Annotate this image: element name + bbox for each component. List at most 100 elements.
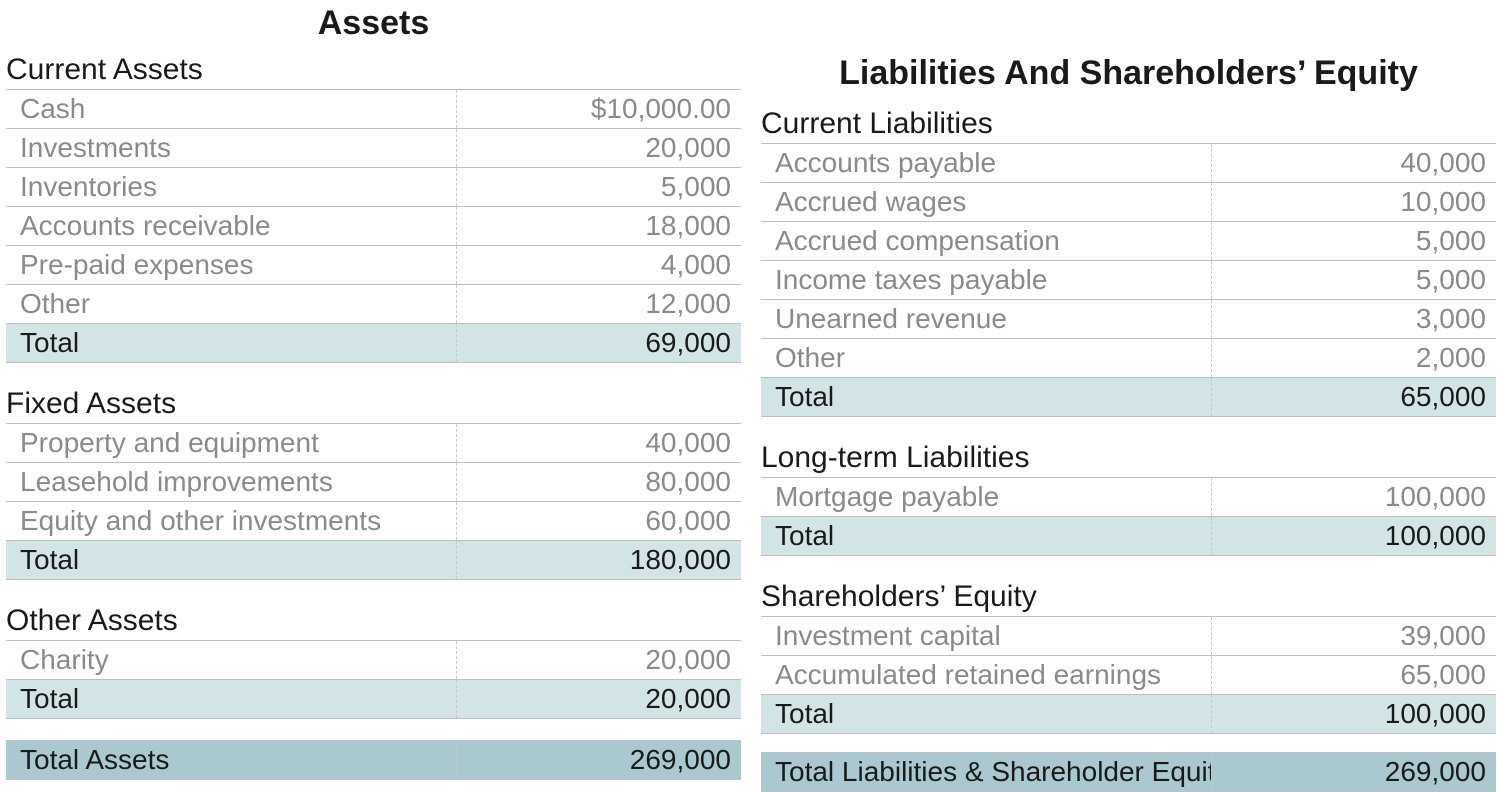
row-value: 65,000 <box>1211 656 1496 695</box>
table-row: Leasehold improvements 80,000 <box>6 463 741 502</box>
table-row: Accounts receivable 18,000 <box>6 207 741 246</box>
subtotal-value: 69,000 <box>456 324 741 363</box>
longterm-liabilities-heading: Long-term Liabilities <box>761 435 1496 477</box>
assets-title: Assets <box>6 0 741 51</box>
row-label: Cash <box>6 90 456 129</box>
other-assets-table: Charity 20,000 Total 20,000 <box>6 640 741 719</box>
row-label: Income taxes payable <box>761 261 1211 300</box>
table-row: Accumulated retained earnings 65,000 <box>761 656 1496 695</box>
assets-column: Assets Current Assets Cash $10,000.00 In… <box>6 0 741 780</box>
total-liabilities-table: Total Liabilities & Shareholder Equity 2… <box>761 752 1496 792</box>
subtotal-row: Total 100,000 <box>761 517 1496 556</box>
current-liabilities-heading: Current Liabilities <box>761 101 1496 143</box>
fixed-assets-section: Fixed Assets Property and equipment 40,0… <box>6 381 741 580</box>
row-label: Pre-paid expenses <box>6 246 456 285</box>
subtotal-label: Total <box>761 695 1211 734</box>
row-value: $10,000.00 <box>456 90 741 129</box>
subtotal-value: 180,000 <box>456 541 741 580</box>
grand-total-row: Total Assets 269,000 <box>6 741 741 780</box>
row-label: Accumulated retained earnings <box>761 656 1211 695</box>
row-value: 12,000 <box>456 285 741 324</box>
row-value: 40,000 <box>456 424 741 463</box>
row-value: 80,000 <box>456 463 741 502</box>
grand-total-value: 269,000 <box>1211 753 1496 792</box>
row-value: 3,000 <box>1211 300 1496 339</box>
row-label: Other <box>761 339 1211 378</box>
current-liabilities-section: Current Liabilities Accounts payable 40,… <box>761 101 1496 417</box>
other-assets-heading: Other Assets <box>6 598 741 640</box>
row-label: Charity <box>6 641 456 680</box>
row-label: Mortgage payable <box>761 478 1211 517</box>
subtotal-label: Total <box>761 378 1211 417</box>
row-value: 20,000 <box>456 641 741 680</box>
current-liabilities-table: Accounts payable 40,000 Accrued wages 10… <box>761 143 1496 417</box>
row-label: Leasehold improvements <box>6 463 456 502</box>
row-value: 20,000 <box>456 129 741 168</box>
row-label: Accounts receivable <box>6 207 456 246</box>
table-row: Inventories 5,000 <box>6 168 741 207</box>
row-value: 2,000 <box>1211 339 1496 378</box>
subtotal-label: Total <box>6 680 456 719</box>
row-value: 4,000 <box>456 246 741 285</box>
table-row: Accrued compensation 5,000 <box>761 222 1496 261</box>
subtotal-label: Total <box>6 541 456 580</box>
row-label: Other <box>6 285 456 324</box>
table-row: Cash $10,000.00 <box>6 90 741 129</box>
row-label: Accounts payable <box>761 144 1211 183</box>
row-label: Accrued wages <box>761 183 1211 222</box>
shareholders-equity-table: Investment capital 39,000 Accumulated re… <box>761 616 1496 734</box>
subtotal-row: Total 69,000 <box>6 324 741 363</box>
liabilities-title: Liabilities And Shareholders’ Equity <box>761 30 1496 101</box>
row-label: Equity and other investments <box>6 502 456 541</box>
table-row: Mortgage payable 100,000 <box>761 478 1496 517</box>
row-label: Accrued compensation <box>761 222 1211 261</box>
subtotal-label: Total <box>6 324 456 363</box>
table-row: Other 12,000 <box>6 285 741 324</box>
table-row: Accounts payable 40,000 <box>761 144 1496 183</box>
row-label: Investments <box>6 129 456 168</box>
table-row: Income taxes payable 5,000 <box>761 261 1496 300</box>
row-label: Property and equipment <box>6 424 456 463</box>
subtotal-value: 65,000 <box>1211 378 1496 417</box>
table-row: Equity and other investments 60,000 <box>6 502 741 541</box>
subtotal-value: 100,000 <box>1211 695 1496 734</box>
balance-sheet: Assets Current Assets Cash $10,000.00 In… <box>0 0 1502 780</box>
subtotal-value: 100,000 <box>1211 517 1496 556</box>
row-value: 60,000 <box>456 502 741 541</box>
liabilities-column: Liabilities And Shareholders’ Equity Cur… <box>761 0 1496 780</box>
shareholders-equity-heading: Shareholders’ Equity <box>761 574 1496 616</box>
subtotal-row: Total 65,000 <box>761 378 1496 417</box>
table-row: Property and equipment 40,000 <box>6 424 741 463</box>
subtotal-row: Total 20,000 <box>6 680 741 719</box>
shareholders-equity-section: Shareholders’ Equity Investment capital … <box>761 574 1496 734</box>
row-label: Inventories <box>6 168 456 207</box>
grand-total-value: 269,000 <box>456 741 741 780</box>
current-assets-heading: Current Assets <box>6 47 741 89</box>
table-row: Pre-paid expenses 4,000 <box>6 246 741 285</box>
subtotal-row: Total 100,000 <box>761 695 1496 734</box>
longterm-liabilities-table: Mortgage payable 100,000 Total 100,000 <box>761 477 1496 556</box>
table-row: Charity 20,000 <box>6 641 741 680</box>
table-row: Accrued wages 10,000 <box>761 183 1496 222</box>
current-assets-section: Current Assets Cash $10,000.00 Investmen… <box>6 51 741 363</box>
row-value: 100,000 <box>1211 478 1496 517</box>
row-label: Unearned revenue <box>761 300 1211 339</box>
grand-total-row: Total Liabilities & Shareholder Equity 2… <box>761 753 1496 792</box>
grand-total-label: Total Assets <box>6 741 456 780</box>
grand-total-label: Total Liabilities & Shareholder Equity <box>761 753 1211 792</box>
row-value: 5,000 <box>456 168 741 207</box>
table-row: Investments 20,000 <box>6 129 741 168</box>
other-assets-section: Other Assets Charity 20,000 Total 20,000 <box>6 598 741 719</box>
row-value: 5,000 <box>1211 222 1496 261</box>
row-value: 39,000 <box>1211 617 1496 656</box>
current-assets-table: Cash $10,000.00 Investments 20,000 Inven… <box>6 89 741 363</box>
fixed-assets-heading: Fixed Assets <box>6 381 741 423</box>
table-row: Other 2,000 <box>761 339 1496 378</box>
row-value: 40,000 <box>1211 144 1496 183</box>
subtotal-row: Total 180,000 <box>6 541 741 580</box>
row-label: Investment capital <box>761 617 1211 656</box>
fixed-assets-table: Property and equipment 40,000 Leasehold … <box>6 423 741 580</box>
row-value: 10,000 <box>1211 183 1496 222</box>
longterm-liabilities-section: Long-term Liabilities Mortgage payable 1… <box>761 435 1496 556</box>
table-row: Investment capital 39,000 <box>761 617 1496 656</box>
